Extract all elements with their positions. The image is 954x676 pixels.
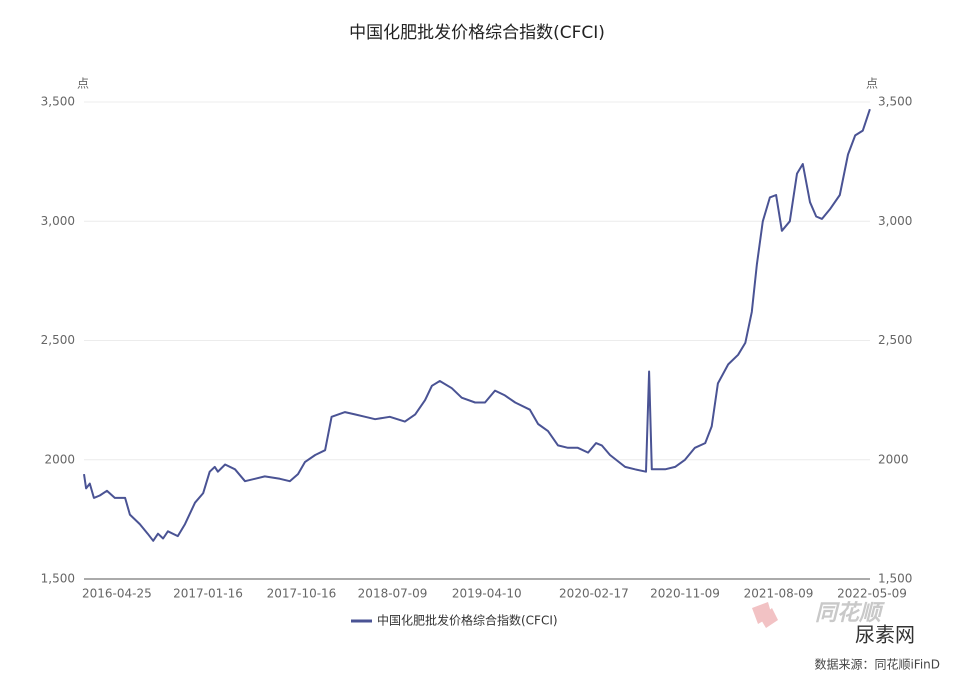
legend-label: 中国化肥批发价格综合指数(CFCI): [377, 613, 558, 628]
y2-tick-label: 3,000: [878, 214, 912, 228]
y2-tick-label: 2000: [878, 452, 909, 466]
y2-tick-label: 1,500: [878, 572, 912, 586]
x-tick-label: 2021-08-09: [744, 587, 814, 601]
y-tick-label: 1,500: [41, 572, 75, 586]
y2-tick-label: 2,500: [878, 333, 912, 347]
x-tick-label: 2017-01-16: [173, 587, 243, 601]
watermark: 同花顺: [815, 601, 885, 626]
y-tick-label: 2,500: [41, 333, 75, 347]
y2-tick-label: 3,500: [878, 95, 912, 109]
watermark: 尿素网: [855, 623, 915, 647]
chart-title: 中国化肥批发价格综合指数(CFCI): [349, 23, 605, 43]
x-tick-label: 2017-10-16: [267, 587, 337, 601]
x-tick-label: 2022-05-09: [837, 587, 907, 601]
y-tick-label: 2000: [44, 452, 75, 466]
x-tick-label: 2016-04-25: [82, 587, 152, 601]
y-tick-label: 3,500: [41, 95, 75, 109]
x-tick-label: 2020-02-17: [559, 587, 629, 601]
x-tick-label: 2020-11-09: [650, 587, 720, 601]
x-tick-label: 2018-07-09: [358, 587, 428, 601]
y-tick-label: 3,000: [41, 214, 75, 228]
y2-axis-label: 点: [866, 77, 878, 91]
source-note: 数据来源：同花顺iFinD: [814, 657, 940, 672]
y-axis-label: 点: [77, 77, 89, 91]
data-line: [83, 108, 871, 542]
watermark-logo: [752, 602, 778, 628]
x-tick-label: 2019-04-10: [452, 587, 522, 601]
